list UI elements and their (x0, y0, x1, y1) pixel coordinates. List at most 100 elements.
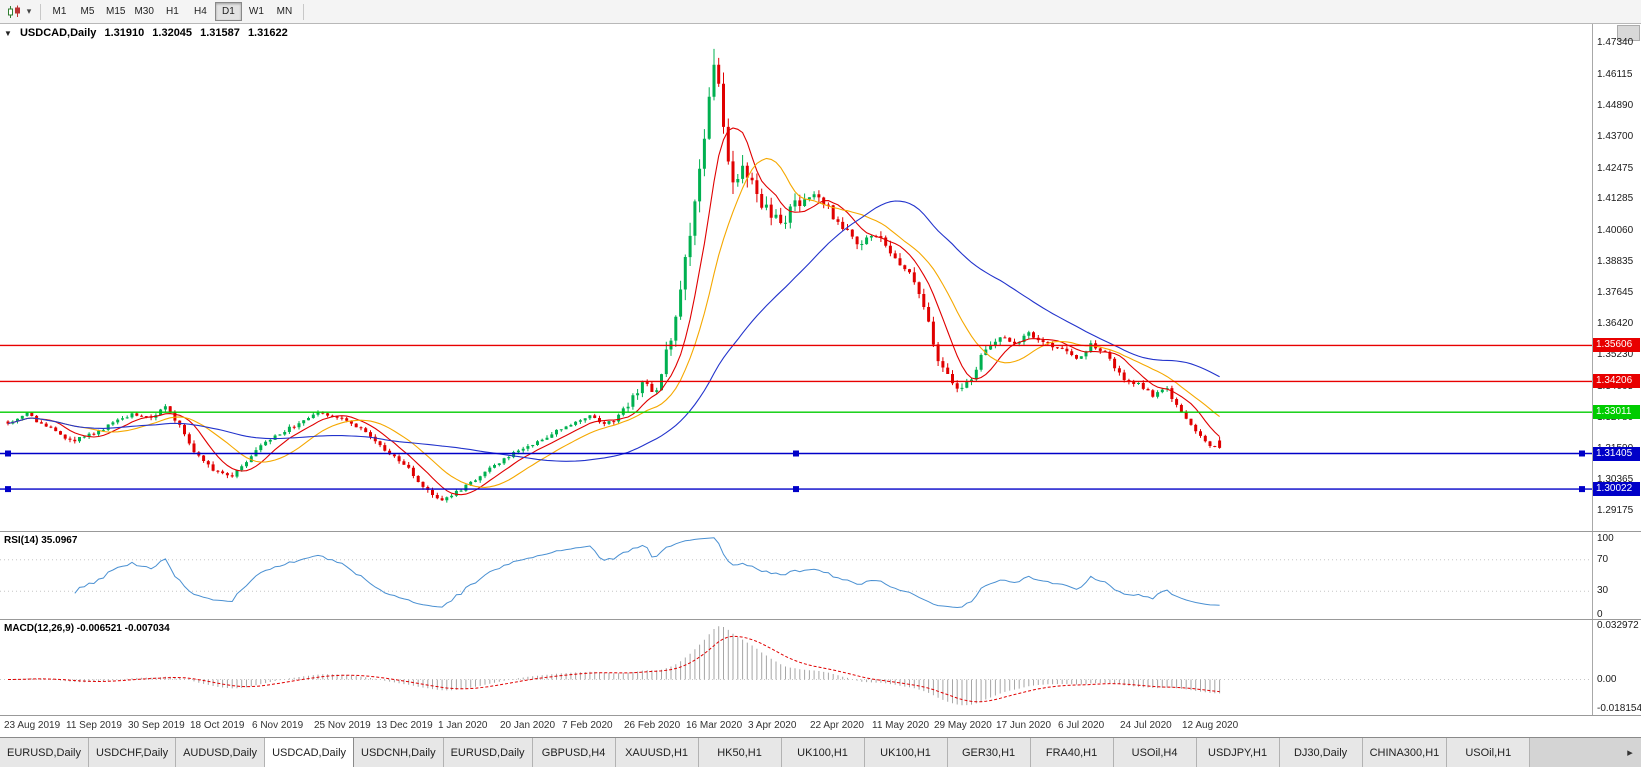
ma-8-line (7, 127, 1220, 496)
chart-type-dropdown-icon[interactable]: ▾ (26, 6, 32, 16)
candlestick-glyph (8, 5, 20, 18)
rsi-chart[interactable]: RSI(14) 35.0967 (0, 532, 1592, 619)
date-label: 26 Feb 2020 (624, 720, 681, 731)
chart-tab-uk100-h1[interactable]: UK100,H1 (864, 738, 948, 767)
price-axis-label: 1.41285 (1597, 193, 1634, 204)
rsi-axis-label: 70 (1597, 554, 1609, 565)
timeframe-buttons: M1 M5 M15 M30 H1 H4 D1 W1 MN (46, 2, 298, 21)
rsi-axis-label: 0 (1597, 609, 1603, 620)
date-label: 17 Jun 2020 (996, 720, 1052, 731)
line-handle[interactable] (1579, 486, 1585, 493)
tab-scroll-right-icon[interactable]: ▸ (1627, 747, 1633, 759)
timeframe-button-m5[interactable]: M5 (80, 6, 95, 17)
price-axis-label: 1.44890 (1597, 100, 1634, 111)
price-tag: 1.31405 (1593, 447, 1640, 461)
date-label: 1 Jan 2020 (438, 720, 488, 731)
chart-tab-usoil-h1[interactable]: USOil,H1 (1447, 738, 1531, 767)
price-tag: 1.33011 (1593, 405, 1640, 419)
price-axis-label: 1.43700 (1597, 131, 1634, 142)
timeframe-button-h1[interactable]: H1 (166, 6, 179, 17)
date-label: 3 Apr 2020 (748, 720, 797, 731)
date-label: 13 Dec 2019 (376, 720, 433, 731)
price-chart-canvas (0, 48, 1592, 503)
line-handle[interactable] (5, 450, 11, 457)
price-axis-label: 1.37645 (1597, 287, 1634, 298)
chart-tab-fra40-h1[interactable]: FRA40,H1 (1030, 738, 1114, 767)
macd-chart[interactable]: MACD(12,26,9) -0.006521 -0.007034 (0, 620, 1592, 715)
date-label: 29 May 2020 (934, 720, 992, 731)
ma-16-line (7, 157, 1220, 488)
collapse-triangle-icon[interactable]: ▼ (4, 29, 12, 38)
date-label: 25 Nov 2019 (314, 720, 371, 731)
line-handle[interactable] (5, 486, 11, 493)
chart-type-icon[interactable] (5, 3, 23, 21)
chart-tab-usdchf-daily[interactable]: USDCHF,Daily (88, 738, 177, 767)
price-axis[interactable]: 1.47340 1.46115 1.44890 1.43700 1.42475 1.412… (1592, 24, 1641, 531)
chart-tab-ger30-h1[interactable]: GER30,H1 (947, 738, 1031, 767)
chart-tab-usdcnh-daily[interactable]: USDCNH,Daily (354, 738, 444, 767)
timeframe-button-m15[interactable]: M15 (106, 6, 126, 17)
date-label: 22 Apr 2020 (810, 720, 864, 731)
timeframe-button-w1[interactable]: W1 (248, 6, 264, 17)
chart-tab-eurusd-daily[interactable]: EURUSD,Daily (443, 738, 533, 767)
date-label: 16 Mar 2020 (686, 720, 743, 731)
timeframe-button-d1[interactable]: D1 (214, 2, 242, 21)
time-axis[interactable]: 23 Aug 2019 11 Sep 2019 30 Sep 2019 18 Oct … (0, 715, 1641, 737)
up-candle-wicks (12, 48, 1168, 503)
price-axis-label: 1.36420 (1597, 318, 1634, 329)
chart-tab-gbpusd-h4[interactable]: GBPUSD,H4 (532, 738, 616, 767)
date-label: 7 Feb 2020 (562, 720, 613, 731)
rsi-panel: RSI(14) 35.0967 100 70 30 0 (0, 531, 1641, 620)
macd-histogram (12, 626, 1221, 706)
price-axis-label: 1.35230 (1597, 349, 1634, 360)
timeframe-button-m30[interactable]: M30 (134, 6, 154, 17)
date-label: 24 Jul 2020 (1120, 720, 1172, 731)
macd-axis-label: 0.032972 (1597, 620, 1639, 631)
chart-tab-dj30-daily[interactable]: DJ30,Daily (1279, 738, 1363, 767)
date-label: 18 Oct 2019 (190, 720, 245, 731)
toolbar-separator (302, 3, 304, 20)
macd-signal-line (8, 635, 1220, 703)
macd-panel: MACD(12,26,9) -0.006521 -0.007034 0.0329… (0, 619, 1641, 715)
chart-tab-usdcad-daily[interactable]: USDCAD,Daily (265, 738, 355, 767)
macd-axis: 0.032972 0.00 -0.018154 (1592, 620, 1641, 715)
chart-tab-uk100-h1[interactable]: UK100,H1 (781, 738, 865, 767)
timeframe-button-mn[interactable]: MN (276, 6, 293, 17)
timeframe-button-h4[interactable]: H4 (194, 6, 207, 17)
price-axis-label: 1.38835 (1597, 256, 1634, 267)
price-tag: 1.30022 (1593, 482, 1640, 496)
timeframe-button-m1[interactable]: M1 (52, 6, 67, 17)
chart-tab-eurusd-daily[interactable]: EURUSD,Daily (0, 738, 89, 767)
price-axis-label: 1.29175 (1597, 505, 1634, 516)
macd-axis-label: -0.018154 (1597, 703, 1641, 714)
date-label: 30 Sep 2019 (128, 720, 185, 731)
chart-tab-audusd-daily[interactable]: AUDUSD,Daily (176, 738, 266, 767)
chart-tabs-bar: EURUSD,Daily USDCHF,Daily AUDUSD,Daily USDC… (0, 737, 1641, 767)
toolbar: ▾ M1 M5 M15 M30 H1 H4 D1 W1 MN (0, 0, 1641, 24)
down-candle-bodies (6, 64, 1222, 501)
rsi-axis-label: 30 (1597, 585, 1609, 596)
date-label: 6 Jul 2020 (1058, 720, 1105, 731)
line-handle[interactable] (793, 450, 799, 457)
quote-open: 1.31910 (104, 27, 145, 39)
rsi-axis-label: 100 (1597, 533, 1614, 544)
rsi-label: RSI(14) 35.0967 (4, 535, 78, 546)
chart-tab-xauusd-h1[interactable]: XAUUSD,H1 (615, 738, 699, 767)
chart-tab-china300-h1[interactable]: CHINA300,H1 (1362, 738, 1448, 767)
rsi-line (74, 537, 1220, 609)
line-handle[interactable] (1579, 450, 1585, 457)
chart-tab-usdjpy-h1[interactable]: USDJPY,H1 (1196, 738, 1280, 767)
quote-close: 1.31622 (247, 27, 288, 39)
toolbar-separator (40, 3, 41, 20)
line-handle[interactable] (793, 486, 799, 493)
symbol-label: USDCAD,Daily (19, 27, 97, 39)
price-chart[interactable]: ▼ USDCAD,Daily 1.31910 1.32045 1.31587 1… (0, 24, 1592, 531)
rsi-canvas (0, 537, 1592, 609)
chart-tab-usoil-h4[interactable]: USOil,H4 (1113, 738, 1197, 767)
macd-axis-label: 0.00 (1597, 674, 1617, 685)
price-axis-label: 1.47340 (1597, 37, 1634, 48)
date-label: 11 Sep 2019 (66, 720, 122, 731)
chart-tab-hk50-h1[interactable]: HK50,H1 (698, 738, 782, 767)
chart-scrollbar-thumb[interactable] (1617, 25, 1640, 41)
